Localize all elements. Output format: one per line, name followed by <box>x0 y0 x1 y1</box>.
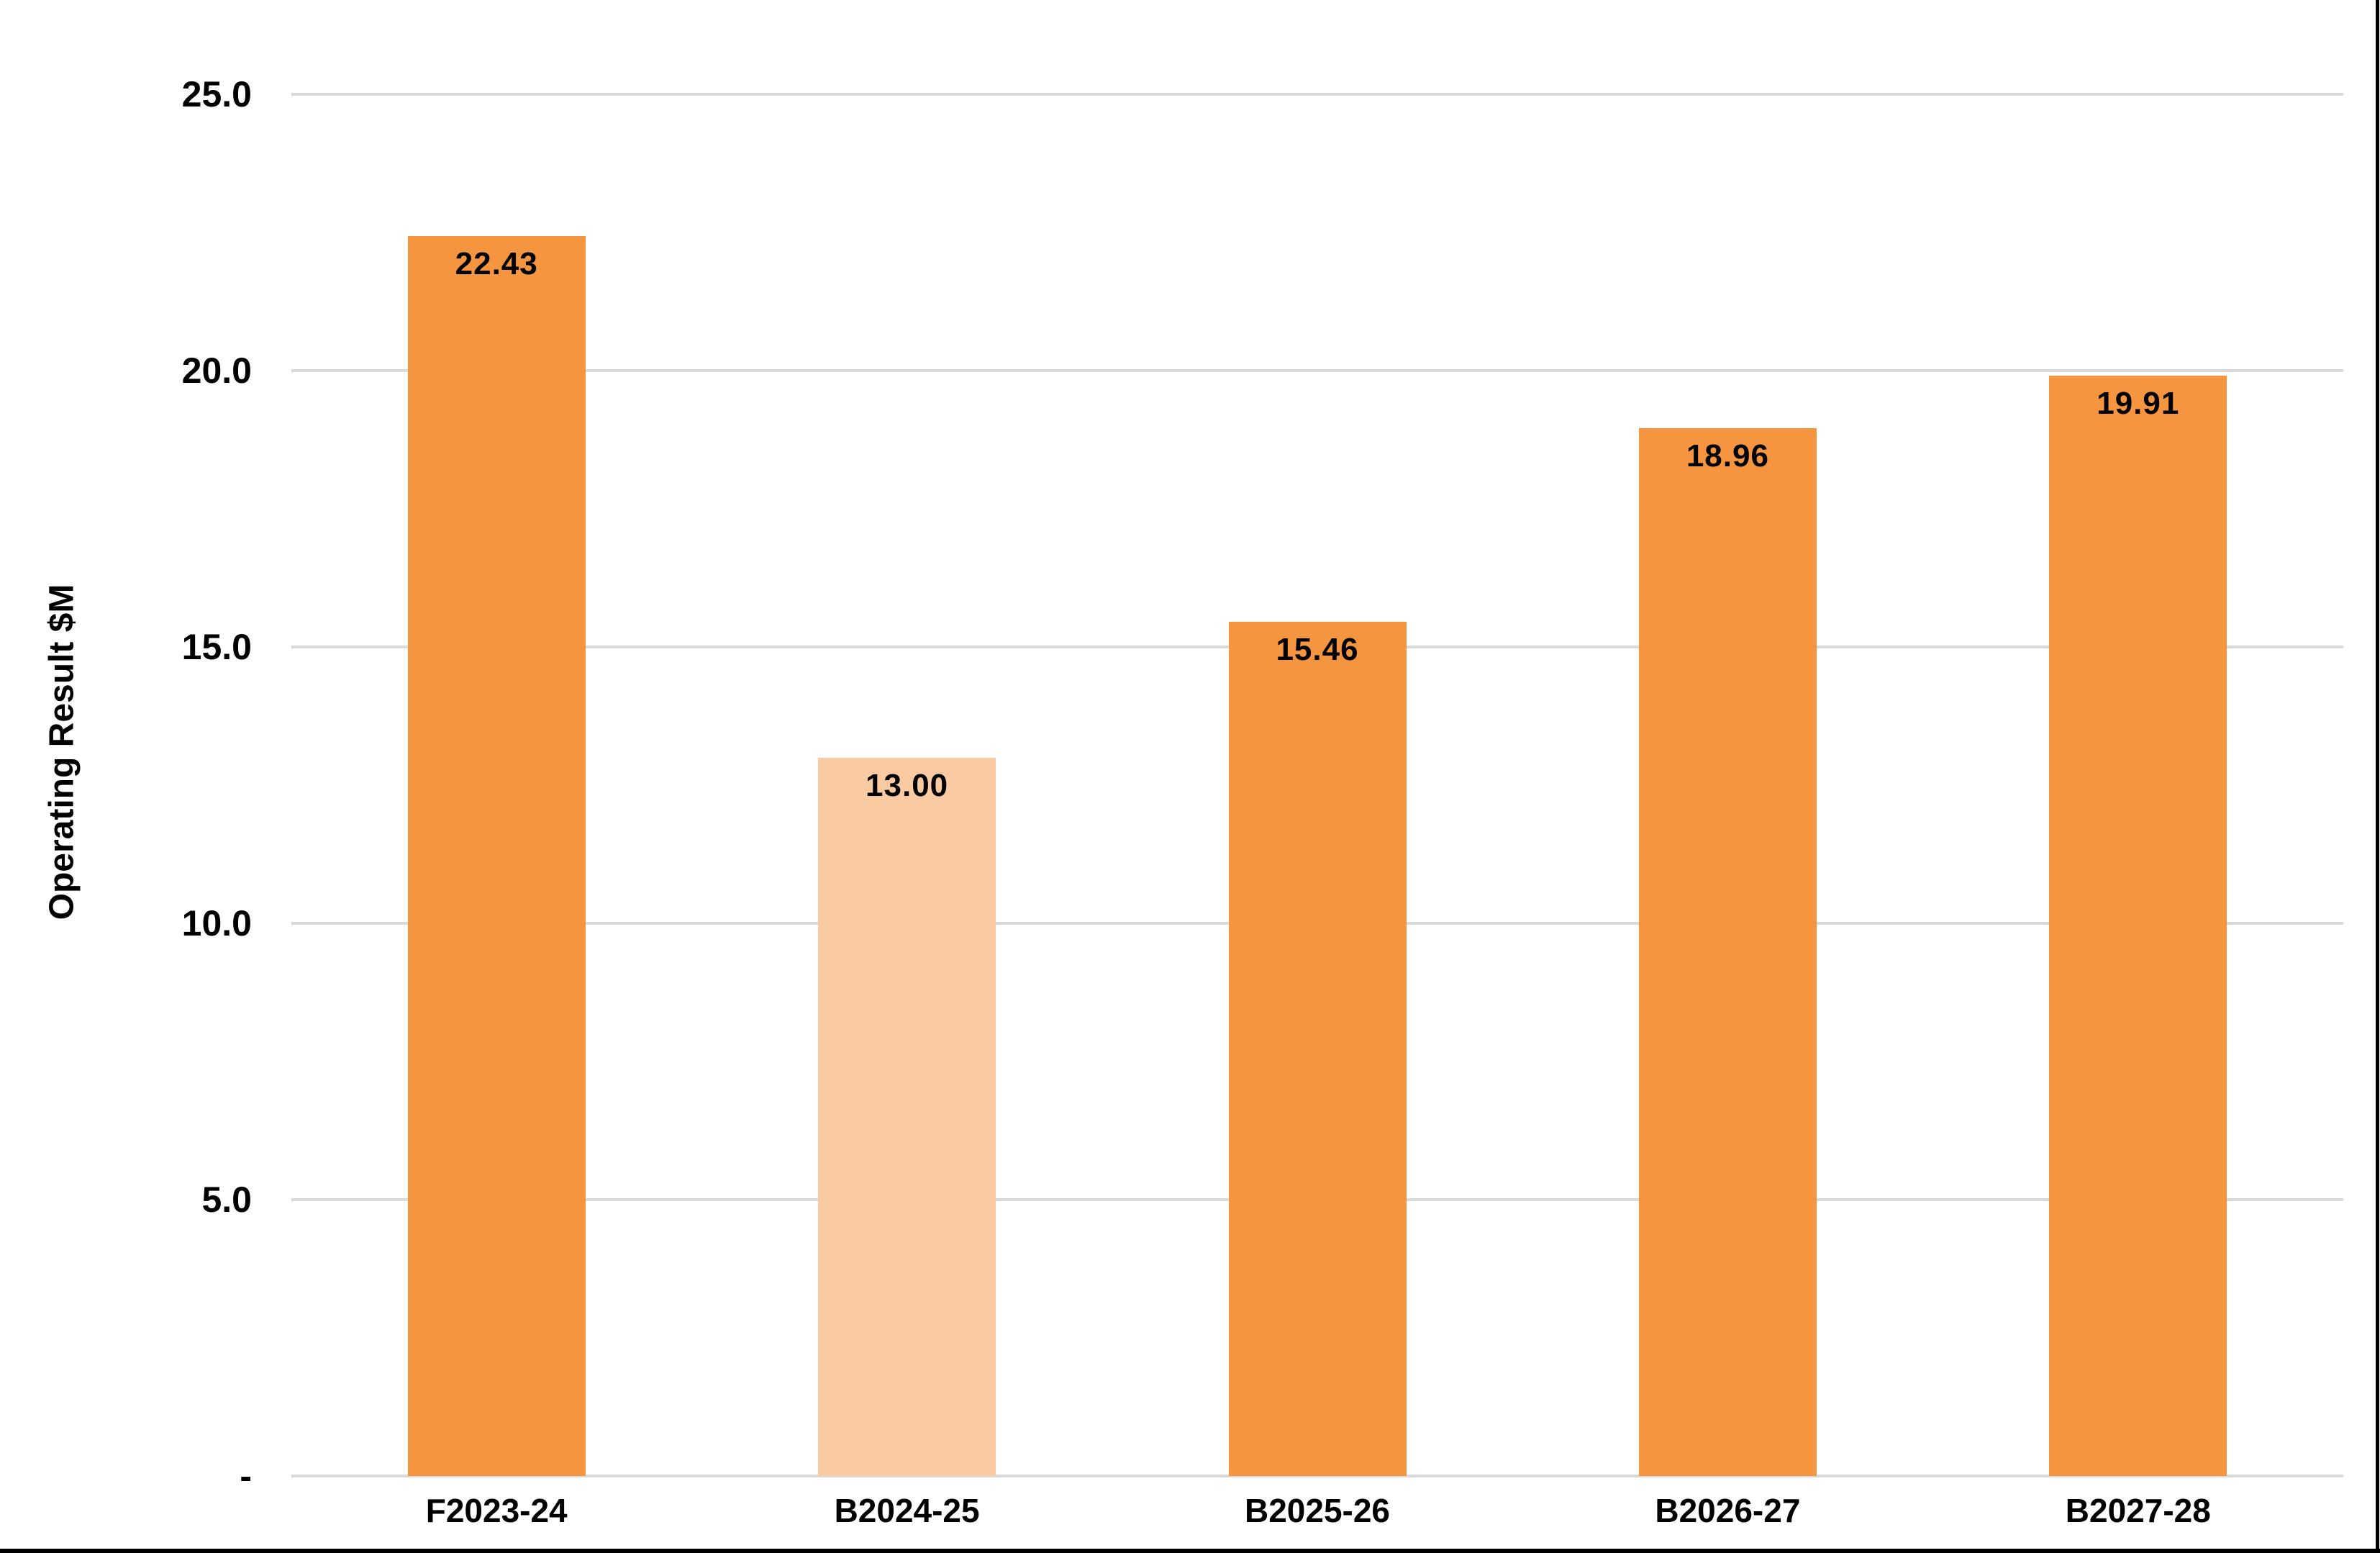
bar-value-label: 19.91 <box>2097 385 2180 421</box>
y-tick-label: 15.0 <box>181 627 252 667</box>
bar-value-label: 15.46 <box>1276 631 1359 667</box>
y-tick-label: 10.0 <box>181 903 252 943</box>
x-category-label: F2023-24 <box>425 1492 568 1529</box>
bar-value-label: 13.00 <box>866 767 949 803</box>
x-category-label: B2025-26 <box>1244 1492 1391 1529</box>
y-tick-label: 5.0 <box>201 1180 252 1220</box>
plot-area: 22.43 13.00 15.46 18.96 19.91 <box>291 93 2343 1477</box>
bar-B2027-28: 19.91 <box>2049 375 2227 1476</box>
bar-value-label: 22.43 <box>455 246 538 282</box>
bar-B2024-25: 13.00 <box>818 757 996 1476</box>
gridline <box>291 1475 2343 1477</box>
x-category-label: B2026-27 <box>1655 1492 1801 1529</box>
x-category-label: B2027-28 <box>2065 1492 2211 1529</box>
gridline <box>291 369 2343 372</box>
bar-value-label: 18.96 <box>1686 438 1769 474</box>
gridline <box>291 93 2343 96</box>
window-border-right <box>2376 0 2379 1553</box>
bar-B2025-26: 15.46 <box>1228 621 1407 1476</box>
bar-F2023-24: 22.43 <box>407 236 586 1476</box>
bar-B2026-27: 18.96 <box>1638 427 1817 1476</box>
y-tick-label: 20.0 <box>181 350 252 391</box>
y-tick-label: - <box>240 1456 252 1496</box>
x-category-label: B2024-25 <box>834 1492 980 1529</box>
y-tick-label: 25.0 <box>181 74 252 114</box>
window-border-bottom <box>0 1549 2380 1553</box>
